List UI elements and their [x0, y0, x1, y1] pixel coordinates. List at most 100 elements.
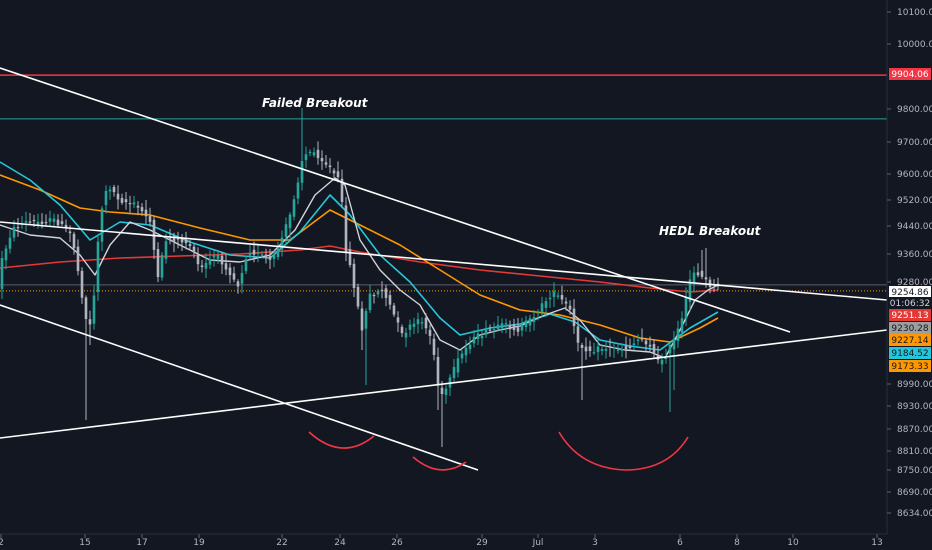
- candle: [244, 255, 248, 275]
- candle: [628, 338, 632, 351]
- time-tick-label: Jul: [532, 538, 544, 548]
- price-tick-label: 9440.00: [897, 222, 932, 232]
- candle: [532, 310, 536, 331]
- lower-channel-trendline: [0, 304, 479, 471]
- candle: [240, 265, 244, 294]
- candle: [560, 285, 564, 305]
- price-label: 9254.86: [889, 286, 931, 298]
- candle: [248, 244, 252, 260]
- time-tick-label: 29: [476, 538, 488, 548]
- candle: [48, 210, 52, 227]
- candle: [200, 259, 204, 273]
- candle: [468, 336, 472, 354]
- candle: [292, 195, 296, 221]
- candle: [356, 283, 360, 310]
- candle: [336, 161, 340, 183]
- time-tick-label: 24: [334, 538, 346, 548]
- candle: [400, 324, 404, 337]
- candle: [284, 217, 288, 244]
- candle: [636, 334, 640, 346]
- candle: [692, 266, 696, 292]
- ma-red-line: [0, 245, 719, 293]
- price-tick-label: 8870.00: [897, 425, 932, 435]
- time-tick-label: 17: [136, 538, 147, 548]
- candle: [552, 282, 556, 307]
- horizontal-levels: [0, 74, 887, 292]
- time-tick-label: 26: [391, 538, 403, 548]
- candle: [120, 193, 124, 205]
- candle: [300, 108, 304, 191]
- candle: [424, 313, 428, 335]
- candle: [304, 146, 308, 168]
- price-tick-label: 8990.00: [897, 380, 932, 390]
- candle: [392, 302, 396, 317]
- candle: [588, 340, 592, 357]
- price-axis-background: [887, 0, 932, 550]
- candle: [496, 316, 500, 332]
- candle: [132, 195, 136, 209]
- candle: [28, 212, 32, 225]
- price-tick-label: 9520.00: [897, 196, 932, 206]
- candle: [104, 185, 108, 214]
- candle: [72, 231, 76, 255]
- price-tick-label: 10000.00: [897, 40, 932, 50]
- candle: [212, 250, 216, 267]
- candle: [176, 231, 180, 249]
- candle: [612, 341, 616, 358]
- candle: [124, 192, 128, 210]
- candle: [704, 248, 708, 288]
- price-label: 9227.14: [889, 334, 931, 346]
- ma-orange-line: [0, 174, 719, 343]
- candle: [672, 331, 676, 390]
- candle: [156, 242, 160, 283]
- candle: [116, 185, 120, 210]
- candle: [492, 322, 496, 339]
- candle: [540, 296, 544, 318]
- candle: [420, 317, 424, 330]
- candle: [512, 318, 516, 336]
- pattern-arc: [308, 431, 375, 449]
- candle: [328, 158, 332, 174]
- price-axis: 10100.00 10000.00 9800.00 9700.00 9600.00 952…: [887, 8, 932, 519]
- price-label-text: 9184.52: [891, 349, 928, 359]
- candle: [320, 150, 324, 170]
- candle: [76, 239, 80, 276]
- candle: [572, 299, 576, 334]
- price-label: 9184.52: [889, 347, 931, 359]
- candle: [464, 339, 468, 363]
- candle: [640, 328, 644, 343]
- candle: [608, 338, 612, 357]
- time-tick-label: 6: [677, 538, 683, 548]
- trendlines: [0, 67, 888, 471]
- annotation-hedl-breakout: HEDL Breakout: [659, 224, 762, 238]
- candle: [352, 258, 356, 297]
- price-label-text: 9251.13: [891, 311, 928, 321]
- candle: [676, 320, 680, 348]
- candle: [264, 248, 268, 264]
- price-tick-label: 8810.00: [897, 447, 932, 457]
- time-tick-label: 10: [787, 538, 799, 548]
- candle: [16, 218, 20, 237]
- candle: [196, 247, 200, 272]
- candle: [668, 342, 672, 412]
- candle: [56, 214, 60, 228]
- candle: [224, 255, 228, 276]
- candle: [368, 284, 372, 313]
- candle: [680, 311, 684, 339]
- candle: [616, 343, 620, 354]
- candle: [108, 185, 112, 200]
- price-label-text: 9227.14: [891, 336, 928, 346]
- time-tick-label: 2: [0, 538, 4, 548]
- candle: [140, 203, 144, 216]
- candle: [388, 290, 392, 310]
- candle: [624, 336, 628, 359]
- time-tick-label: 15: [79, 538, 90, 548]
- candle: [344, 197, 348, 262]
- candle: [524, 315, 528, 332]
- candle: [472, 329, 476, 348]
- price-label: 01:06:32: [889, 297, 931, 309]
- candle: [460, 349, 464, 364]
- pattern-arc: [412, 456, 467, 471]
